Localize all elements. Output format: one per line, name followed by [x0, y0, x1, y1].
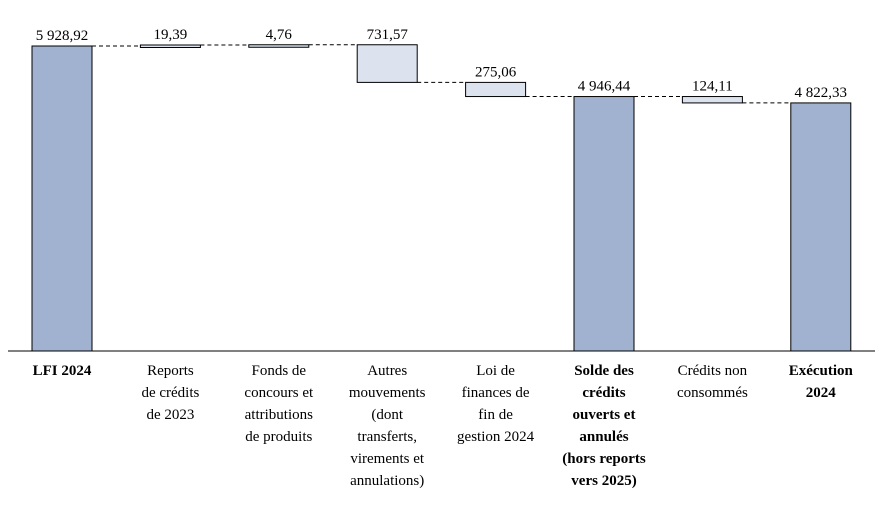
bar-0: [31, 45, 93, 352]
value-label-2: 4,76: [266, 27, 293, 43]
category-label-line: fin de: [478, 407, 513, 423]
bar-2: [248, 44, 310, 48]
category-label-line: Solde des: [574, 363, 634, 379]
category-label-line: virements et: [350, 451, 425, 467]
category-label-0: LFI 2024: [33, 363, 92, 379]
category-label-line: annulés: [579, 429, 628, 445]
category-label-line: Reports: [147, 363, 194, 379]
bar-6: [681, 96, 743, 104]
category-label-line: (dont: [371, 407, 403, 423]
bar-1: [139, 44, 201, 49]
category-label-line: Exécution: [789, 363, 854, 379]
category-label-line: gestion 2024: [457, 429, 535, 445]
value-label-6: 124,11: [692, 79, 733, 95]
category-label-line: consommés: [677, 385, 748, 401]
category-label-line: concours et: [244, 385, 314, 401]
category-label-line: 2024: [806, 385, 837, 401]
category-label-2: Fonds de concours et attributions de produi…: [244, 363, 314, 445]
category-label-3: Autres mouvements (dont transferts, virement…: [349, 363, 426, 489]
category-label-line: de produits: [245, 429, 312, 445]
category-label-5: Solde des crédits ouverts et annulés (hors r…: [562, 363, 646, 489]
category-label-4: Loi de finances de fin de gestion 2024: [457, 363, 535, 445]
category-label-6: Crédits non consommés: [677, 363, 748, 401]
value-label-0: 5 928,92: [36, 28, 89, 44]
category-label-line: vers 2025): [571, 473, 636, 489]
bar-7: [790, 102, 852, 352]
bar-5: [573, 96, 635, 352]
category-label-line: Crédits non: [678, 363, 748, 379]
category-labels: LFI 2024 Reports de crédits de 2023 Fonds de…: [33, 363, 854, 489]
category-label-line: (hors reports: [562, 451, 646, 467]
category-label-1: Reports de crédits de 2023: [141, 363, 199, 423]
category-label-line: transferts,: [357, 429, 417, 445]
value-label-1: 19,39: [154, 27, 188, 43]
category-label-7: Exécution 2024: [789, 363, 854, 401]
category-label-line: annulations): [350, 473, 424, 489]
value-label-7: 4 822,33: [795, 85, 848, 101]
value-labels: 5 928,92 19,39 4,76 731,57 275,06 4 946,44 124…: [36, 27, 847, 101]
value-label-3: 731,57: [367, 27, 409, 43]
category-label-line: ouverts et: [573, 407, 636, 423]
category-label-line: Fonds de: [252, 363, 307, 379]
category-label-line: LFI 2024: [33, 363, 92, 379]
category-label-line: de 2023: [146, 407, 194, 423]
bar-3: [356, 44, 418, 83]
category-label-line: Loi de: [476, 363, 515, 379]
category-label-line: de crédits: [141, 385, 199, 401]
value-label-4: 275,06: [475, 64, 517, 80]
category-label-line: crédits: [582, 385, 625, 401]
bar-4: [465, 81, 527, 98]
connector-lines: [92, 44, 791, 104]
category-label-line: attributions: [245, 407, 313, 423]
category-label-line: mouvements: [349, 385, 426, 401]
value-label-5: 4 946,44: [578, 79, 631, 95]
category-label-line: Autres: [367, 363, 407, 379]
category-label-line: finances de: [462, 385, 530, 401]
bars: [31, 44, 852, 352]
